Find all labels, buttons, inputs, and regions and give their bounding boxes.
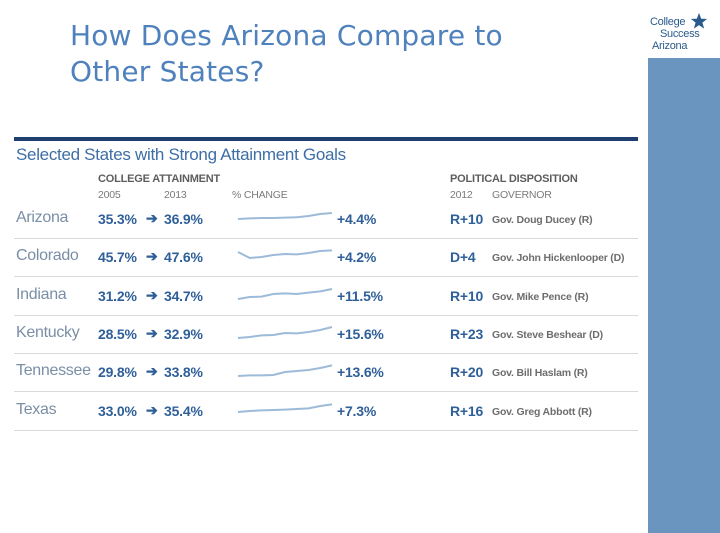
state-name: Arizona <box>16 209 69 226</box>
arrow-icon: ➔ <box>146 363 158 380</box>
state-name: Indiana <box>16 285 67 303</box>
trend-line <box>237 325 333 339</box>
trend-sparkline <box>237 402 333 413</box>
attainment-2005: 28.5% <box>98 325 137 342</box>
subheader-2013: 2013 <box>164 189 187 201</box>
state-name: Texas <box>16 400 57 418</box>
arrow-icon: ➔ <box>146 401 158 418</box>
percent-change: +11.5% <box>337 287 383 304</box>
political-lean: R+16 <box>450 402 484 419</box>
percent-change: +4.4% <box>337 211 377 227</box>
attainment-2005: 31.2% <box>98 287 137 304</box>
logo-text-arizona: Arizona <box>652 40 688 52</box>
star-icon <box>690 12 708 29</box>
attainment-2005: 33.0% <box>98 402 137 419</box>
arrow-icon: ➔ <box>146 286 158 303</box>
table-row: Texas 33.0% ➔ 35.4% +7.3% R+16 Gov. Greg Abbot… <box>14 392 638 431</box>
arrow-icon: ➔ <box>146 324 158 341</box>
political-lean: R+10 <box>450 211 484 227</box>
table-row: Tennessee 29.8% ➔ 33.8% +13.6% R+20 Gov. Bill … <box>14 353 638 393</box>
state-name: Tennessee <box>16 362 91 380</box>
political-lean: R+23 <box>450 325 484 342</box>
table-title: Selected States with Strong Attainment G… <box>16 145 346 164</box>
logo-text-college: College <box>650 16 686 28</box>
governor-name: Gov. Greg Abbott (R) <box>492 405 592 418</box>
trend-line <box>237 402 333 413</box>
political-lean: D+4 <box>450 249 476 266</box>
attainment-2005: 45.7% <box>98 249 137 266</box>
political-lean: R+10 <box>450 287 484 304</box>
attainment-2005: 29.8% <box>98 364 137 381</box>
slide-title-line-1: How Does Arizona Compare to <box>70 19 503 52</box>
percent-change: +4.2% <box>337 249 377 266</box>
political-lean: R+20 <box>450 364 484 381</box>
subheader-2012: 2012 <box>450 189 473 201</box>
trend-line <box>237 249 333 260</box>
attainment-2013: 47.6% <box>164 249 203 266</box>
table-row: Kentucky 28.5% ➔ 32.9% +15.6% R+23 Gov. Steve … <box>14 315 638 354</box>
governor-name: Gov. Bill Haslam (R) <box>492 367 588 380</box>
table-top-rule <box>14 137 638 141</box>
percent-change: +15.6% <box>337 325 384 342</box>
trend-sparkline <box>237 364 333 378</box>
trend-sparkline <box>237 325 333 339</box>
trend-sparkline <box>237 212 333 220</box>
attainment-2013: 36.9% <box>164 211 203 227</box>
state-name: Kentucky <box>16 323 80 341</box>
decorative-side-bar <box>648 58 720 533</box>
header-political-disposition: POLITICAL DISPOSITION <box>450 173 578 185</box>
governor-name: Gov. John Hickenlooper (D) <box>492 252 625 265</box>
governor-name: Gov. Mike Pence (R) <box>492 290 589 303</box>
governor-name: Gov. Steve Beshear (D) <box>492 328 603 341</box>
attainment-2013: 33.8% <box>164 364 203 381</box>
arrow-icon: ➔ <box>146 210 158 226</box>
attainment-table: Selected States with Strong Attainment G… <box>14 137 638 431</box>
attainment-2005: 35.3% <box>98 211 137 227</box>
subheader-percent-change: % CHANGE <box>232 189 288 201</box>
table-row: Indiana 31.2% ➔ 34.7% +11.5% R+10 Gov. Mike Pe… <box>14 277 638 316</box>
table-row: Arizona 35.3% ➔ 36.9% +4.4% R+10 Gov. Doug Duc… <box>14 200 638 239</box>
logo-text-success: Success <box>660 28 700 40</box>
attainment-2013: 32.9% <box>164 325 203 342</box>
trend-sparkline <box>237 287 333 300</box>
subheader-governor: GOVERNOR <box>492 189 552 201</box>
percent-change: +13.6% <box>337 364 384 381</box>
trend-line <box>237 212 333 220</box>
arrow-icon: ➔ <box>146 248 158 265</box>
college-success-arizona-logo: College Success Arizona <box>648 12 714 54</box>
header-college-attainment: COLLEGE ATTAINMENT <box>98 173 221 185</box>
attainment-2013: 35.4% <box>164 402 203 419</box>
table-row: Colorado 45.7% ➔ 47.6% +4.2% D+4 Gov. John Hic… <box>14 238 638 278</box>
state-name: Colorado <box>16 247 79 265</box>
trend-line <box>237 364 333 378</box>
percent-change: +7.3% <box>337 402 377 419</box>
slide-title-line-2: Other States? <box>70 55 265 88</box>
subheader-2005: 2005 <box>98 189 121 201</box>
trend-line <box>237 287 333 300</box>
slide-title: How Does Arizona Compare to Other States… <box>70 18 590 90</box>
governor-name: Gov. Doug Ducey (R) <box>492 214 593 226</box>
attainment-2013: 34.7% <box>164 287 203 304</box>
trend-sparkline <box>237 249 333 260</box>
